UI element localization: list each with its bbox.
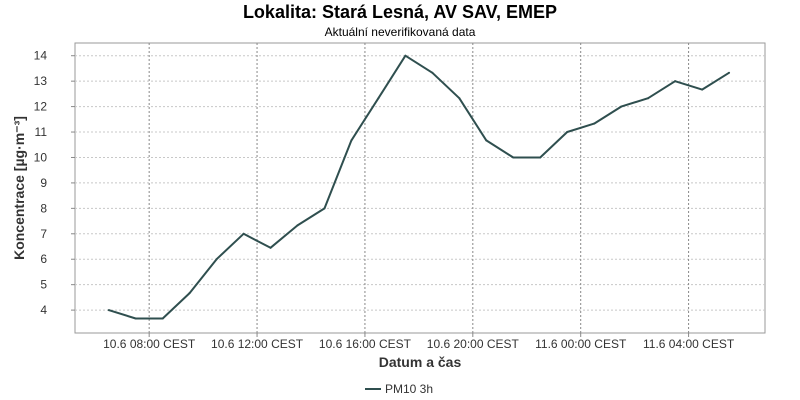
x-tick-label: 11.6 00:00 CEST xyxy=(535,337,627,351)
y-tick-label: 10 xyxy=(34,150,48,164)
data-point xyxy=(647,97,650,100)
y-tick-label: 8 xyxy=(40,201,47,215)
data-point xyxy=(296,224,299,227)
y-tick-label: 9 xyxy=(40,176,47,190)
data-point xyxy=(620,105,623,108)
data-point xyxy=(701,88,704,91)
y-tick-label: 13 xyxy=(34,74,48,88)
x-axis: 10.6 08:00 CEST 10.6 12:00 CEST 10.6 16:00… xyxy=(103,333,735,351)
chart-subtitle: Aktuální neverifikovaná data xyxy=(325,25,476,39)
data-point xyxy=(323,207,326,210)
data-point xyxy=(404,54,407,57)
x-axis-label: Datum a čas xyxy=(379,354,462,370)
chart-title: Lokalita: Stará Lesná, AV SAV, EMEP xyxy=(243,2,557,22)
data-point xyxy=(431,71,434,74)
grid xyxy=(75,43,765,333)
y-tick-label: 14 xyxy=(34,49,48,63)
data-point xyxy=(674,80,677,83)
data-point xyxy=(134,317,137,320)
y-tick-label: 6 xyxy=(40,252,47,266)
y-tick-label: 11 xyxy=(35,125,48,139)
data-point xyxy=(107,309,110,312)
y-axis-label: Koncentrace [µg·m⁻³] xyxy=(11,116,27,260)
y-tick-label: 7 xyxy=(40,227,47,241)
legend: PM10 3h xyxy=(365,382,433,396)
y-tick-label: 4 xyxy=(40,303,47,317)
data-point xyxy=(350,139,353,142)
y-tick-label: 5 xyxy=(40,278,47,292)
y-axis: 4 5 6 7 8 9 10 11 12 13 14 xyxy=(34,49,75,317)
data-point xyxy=(512,156,515,159)
series-lines xyxy=(107,54,731,320)
legend-label: PM10 3h xyxy=(385,382,433,396)
data-point xyxy=(485,139,488,142)
x-tick-label: 10.6 20:00 CEST xyxy=(427,337,520,351)
data-point xyxy=(539,156,542,159)
data-point xyxy=(215,258,218,261)
data-point xyxy=(458,97,461,100)
plot-area xyxy=(74,42,766,334)
data-point xyxy=(161,317,164,320)
data-point xyxy=(377,97,380,100)
series-line xyxy=(108,54,730,320)
data-point xyxy=(188,292,191,295)
x-tick-label: 10.6 08:00 CEST xyxy=(103,337,196,351)
data-point xyxy=(566,131,569,134)
x-tick-label: 10.6 16:00 CEST xyxy=(319,337,412,351)
data-point xyxy=(728,71,731,74)
x-tick-label: 11.6 04:00 CEST xyxy=(643,337,735,351)
data-point xyxy=(593,122,596,125)
y-tick-label: 12 xyxy=(34,100,48,114)
data-point xyxy=(242,232,245,235)
data-point xyxy=(269,246,272,249)
x-tick-label: 10.6 12:00 CEST xyxy=(211,337,304,351)
